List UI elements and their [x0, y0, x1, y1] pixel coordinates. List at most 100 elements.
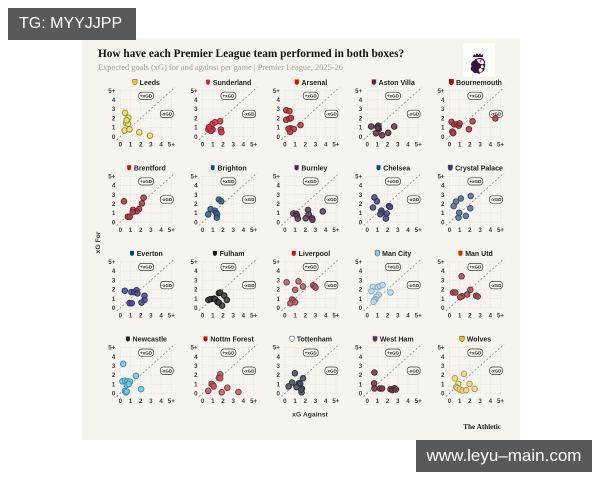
svg-text:2: 2: [304, 398, 308, 405]
svg-text:3: 3: [276, 106, 280, 113]
svg-text:1: 1: [376, 227, 380, 234]
svg-text:3: 3: [314, 141, 318, 148]
svg-text:4: 4: [194, 97, 198, 104]
svg-text:5+: 5+: [168, 227, 175, 234]
svg-text:5+: 5+: [497, 141, 504, 148]
svg-text:3: 3: [359, 106, 363, 113]
svg-text:3: 3: [276, 192, 280, 199]
svg-text:4: 4: [276, 354, 280, 361]
svg-text:0: 0: [359, 305, 363, 312]
svg-text:3: 3: [194, 192, 198, 199]
svg-text:+xGD: +xGD: [387, 350, 400, 355]
svg-text:4: 4: [324, 227, 328, 234]
svg-text:4: 4: [276, 268, 280, 275]
svg-text:0: 0: [119, 141, 123, 148]
svg-text:3: 3: [276, 363, 280, 370]
svg-text:1: 1: [129, 313, 133, 320]
svg-text:5+: 5+: [355, 345, 362, 352]
svg-text:5+: 5+: [250, 141, 257, 148]
svg-text:1: 1: [441, 210, 445, 217]
svg-text:4: 4: [489, 398, 493, 405]
svg-text:-xGD: -xGD: [408, 283, 420, 288]
svg-text:0: 0: [448, 313, 452, 320]
svg-text:1: 1: [293, 141, 297, 148]
svg-text:2: 2: [386, 398, 390, 405]
svg-text:5+: 5+: [108, 345, 115, 352]
svg-text:2: 2: [304, 313, 308, 320]
svg-text:Nottm Forest: Nottm Forest: [210, 337, 254, 344]
svg-text:3: 3: [478, 398, 482, 405]
svg-text:5+: 5+: [437, 345, 444, 352]
svg-text:2: 2: [468, 227, 472, 234]
svg-text:5+: 5+: [332, 227, 339, 234]
svg-text:-xGD: -xGD: [326, 283, 338, 288]
svg-text:4: 4: [489, 313, 493, 320]
svg-text:2: 2: [304, 227, 308, 234]
svg-text:4: 4: [159, 313, 163, 320]
svg-text:2: 2: [194, 201, 198, 208]
svg-text:Fulham: Fulham: [220, 251, 245, 258]
svg-text:-xGD: -xGD: [408, 112, 420, 117]
svg-text:0: 0: [119, 313, 123, 320]
svg-text:0: 0: [448, 141, 452, 148]
svg-text:5+: 5+: [497, 398, 504, 405]
svg-text:2: 2: [139, 313, 143, 320]
svg-text:1: 1: [129, 227, 133, 234]
svg-text:5+: 5+: [415, 141, 422, 148]
svg-text:1: 1: [112, 125, 116, 132]
svg-text:5+: 5+: [273, 259, 280, 266]
svg-text:Brighton: Brighton: [218, 165, 247, 172]
svg-text:4: 4: [159, 227, 163, 234]
svg-text:0: 0: [365, 141, 369, 148]
svg-text:3: 3: [478, 227, 482, 234]
svg-text:1: 1: [129, 141, 133, 148]
svg-text:4: 4: [242, 227, 246, 234]
svg-text:5+: 5+: [332, 398, 339, 405]
svg-text:3: 3: [314, 227, 318, 234]
svg-text:2: 2: [194, 115, 198, 122]
svg-text:-xGD: -xGD: [326, 197, 338, 202]
svg-text:5+: 5+: [437, 259, 444, 266]
svg-text:0: 0: [441, 305, 445, 312]
svg-text:5+: 5+: [497, 227, 504, 234]
svg-text:Sunderland: Sunderland: [213, 80, 252, 87]
svg-text:3: 3: [231, 141, 235, 148]
svg-text:5+: 5+: [273, 173, 280, 180]
svg-text:0: 0: [194, 305, 198, 312]
svg-text:3: 3: [441, 192, 445, 199]
svg-text:4: 4: [112, 268, 116, 275]
svg-text:2: 2: [386, 141, 390, 148]
svg-text:5+: 5+: [250, 398, 257, 405]
svg-text:3: 3: [396, 398, 400, 405]
svg-text:0: 0: [283, 141, 287, 148]
svg-text:0: 0: [359, 219, 363, 226]
svg-text:4: 4: [276, 183, 280, 190]
svg-text:-xGD: -xGD: [161, 368, 173, 373]
svg-text:1: 1: [276, 381, 280, 388]
svg-text:4: 4: [242, 398, 246, 405]
svg-text:2: 2: [276, 115, 280, 122]
svg-text:5+: 5+: [497, 313, 504, 320]
svg-text:3: 3: [359, 192, 363, 199]
svg-text:2: 2: [112, 372, 116, 379]
svg-text:2: 2: [221, 398, 225, 405]
svg-text:0: 0: [365, 227, 369, 234]
svg-text:0: 0: [201, 313, 205, 320]
svg-text:-xGD: -xGD: [491, 197, 503, 202]
svg-text:1: 1: [458, 141, 462, 148]
svg-text:0: 0: [365, 313, 369, 320]
svg-text:0: 0: [448, 398, 452, 405]
svg-text:1: 1: [359, 125, 363, 132]
svg-text:5+: 5+: [108, 173, 115, 180]
svg-text:0: 0: [201, 141, 205, 148]
svg-text:5+: 5+: [415, 313, 422, 320]
svg-text:2: 2: [276, 372, 280, 379]
svg-text:4: 4: [276, 97, 280, 104]
svg-text:2: 2: [359, 372, 363, 379]
svg-text:-xGD: -xGD: [491, 112, 503, 117]
svg-text:3: 3: [276, 277, 280, 284]
svg-text:2: 2: [276, 201, 280, 208]
svg-text:1: 1: [276, 210, 280, 217]
svg-text:4: 4: [194, 268, 198, 275]
svg-text:3: 3: [149, 141, 153, 148]
